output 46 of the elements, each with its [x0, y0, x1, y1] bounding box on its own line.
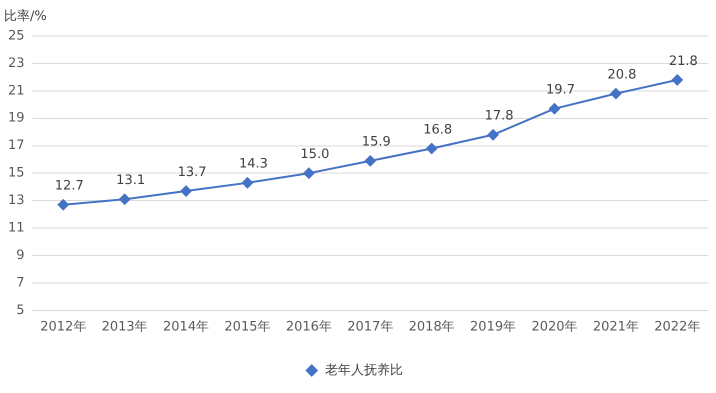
data-label: 17.8 [484, 108, 514, 124]
point [58, 199, 69, 210]
x-tick-label: 2021年 [592, 320, 639, 335]
point [242, 177, 253, 188]
point [303, 168, 314, 179]
data-label: 13.1 [116, 173, 146, 188]
data-label: 21.8 [668, 54, 698, 69]
y-tick-label: 15 [8, 166, 25, 181]
x-tick-label: 2020年 [531, 320, 578, 335]
point [180, 186, 192, 197]
data-label: 15.0 [300, 147, 330, 162]
y-axis-title: 比率/% [4, 8, 47, 24]
y-tick-label: 21 [8, 83, 25, 98]
y-tick-label: 9 [16, 248, 25, 263]
y-tick-label: 25 [8, 28, 25, 44]
x-tick-label: 2019年 [470, 320, 516, 335]
x-tick-label: 2015年 [224, 320, 271, 335]
y-tick-label: 13 [8, 193, 25, 208]
legend-label: 老年人抚养比 [324, 362, 403, 378]
point [548, 103, 560, 114]
x-tick-label: 2018年 [408, 320, 455, 335]
data-label: 20.8 [607, 68, 636, 82]
point [364, 155, 376, 166]
data-label: 19.7 [546, 82, 575, 98]
x-tick-label: 2022年 [654, 320, 700, 335]
x-tick-label: 2017年 [347, 320, 394, 335]
y-tick-label: 23 [8, 56, 25, 71]
data-label: 15.9 [362, 134, 391, 150]
point [119, 194, 130, 205]
y-tick-label: 17 [8, 138, 25, 154]
point [672, 74, 683, 86]
x-tick-label: 2016年 [286, 320, 332, 335]
data-label: 14.3 [238, 156, 268, 172]
x-tick-label: 2013年 [102, 320, 148, 335]
point [610, 88, 622, 100]
data-label: 13.7 [178, 164, 207, 180]
y-tick-label: 19 [8, 110, 25, 126]
y-tick-label: 7 [16, 275, 25, 290]
point [488, 129, 499, 140]
x-tick-label: 2014年 [163, 320, 210, 335]
data-label: 16.8 [423, 122, 452, 138]
data-label: 12.7 [54, 178, 84, 194]
y-tick-label: 5 [16, 302, 25, 318]
y-tick-label: 11 [8, 220, 25, 236]
point [426, 143, 438, 154]
x-tick-label: 2012年 [40, 320, 86, 335]
